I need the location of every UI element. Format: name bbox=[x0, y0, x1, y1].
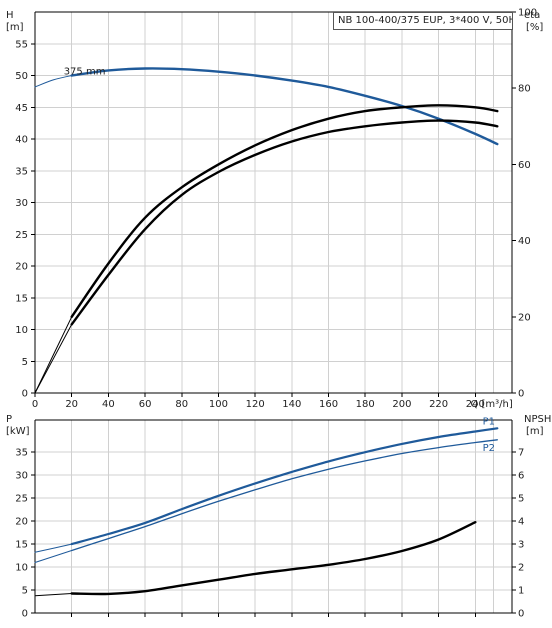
x-tick-label: 120 bbox=[246, 399, 265, 410]
y-left-tick-label: 35 bbox=[15, 166, 28, 177]
y-right-tick-label: 0 bbox=[518, 389, 524, 400]
x-axis-label: Q [m³/h] bbox=[470, 399, 512, 410]
y-left-tick-label: 0 bbox=[22, 609, 28, 620]
efficiency-curve bbox=[70, 119, 499, 326]
y-right-tick-label: 7 bbox=[518, 448, 524, 459]
y-right-tick-label: 60 bbox=[518, 160, 531, 171]
chart-title-box: NB 100-400/375 EUP, 3*400 V, 50Hz bbox=[333, 12, 513, 30]
y-left-tick-label: 50 bbox=[15, 71, 28, 82]
y-right-tick-label: 4 bbox=[518, 517, 524, 528]
annotation-p1: P1 bbox=[483, 417, 495, 428]
y-left-tick-label: 20 bbox=[15, 517, 28, 528]
y-right-axis-unit: [%] bbox=[526, 22, 543, 33]
y-left-tick-label: 30 bbox=[15, 198, 28, 209]
x-tick-label: 100 bbox=[209, 399, 228, 410]
y-left-axis-title: P bbox=[6, 414, 12, 425]
x-tick-label: 140 bbox=[282, 399, 301, 410]
series-p1 bbox=[70, 427, 499, 546]
y-right-tick-label: 6 bbox=[518, 471, 524, 482]
y-left-tick-label: 10 bbox=[15, 325, 28, 336]
y-left-tick-label: 55 bbox=[15, 39, 28, 50]
annotation-375-mm: 375 mm bbox=[64, 67, 106, 78]
y-right-axis-title: NPSH bbox=[524, 414, 551, 425]
y-right-tick-label: 2 bbox=[518, 563, 524, 574]
y-right-tick-label: 20 bbox=[518, 312, 531, 323]
x-tick-label: 0 bbox=[32, 399, 38, 410]
x-tick-label: 200 bbox=[392, 399, 411, 410]
y-left-axis-title: H bbox=[6, 10, 14, 21]
y-right-tick-label: 80 bbox=[518, 84, 531, 95]
y-left-tick-label: 5 bbox=[22, 586, 28, 597]
y-left-tick-label: 45 bbox=[15, 103, 28, 114]
x-tick-label: 40 bbox=[102, 399, 115, 410]
y-right-tick-label: 0 bbox=[518, 609, 524, 620]
series-p-ext bbox=[34, 543, 73, 553]
series-npsh-ext bbox=[34, 593, 73, 597]
y-left-tick-label: 35 bbox=[15, 448, 28, 459]
y-left-tick-label: 0 bbox=[22, 389, 28, 400]
y-left-tick-label: 25 bbox=[15, 494, 28, 505]
y-right-tick-label: 5 bbox=[518, 494, 524, 505]
x-tick-label: 160 bbox=[319, 399, 338, 410]
series-head-ext bbox=[34, 75, 73, 88]
series-npsh bbox=[70, 521, 477, 596]
series-p-ext bbox=[34, 550, 73, 563]
y-left-tick-label: 15 bbox=[15, 540, 28, 551]
efficiency-curve bbox=[70, 104, 499, 318]
chart-title: NB 100-400/375 EUP, 3*400 V, 50Hz bbox=[338, 15, 513, 26]
y-left-tick-label: 40 bbox=[15, 135, 28, 146]
x-tick-label: 220 bbox=[429, 399, 448, 410]
series-375-mm bbox=[70, 67, 499, 146]
y-left-tick-label: 20 bbox=[15, 262, 28, 273]
y-left-tick-label: 30 bbox=[15, 471, 28, 482]
y-right-axis-title: eta bbox=[524, 10, 540, 21]
y-right-tick-label: 3 bbox=[518, 540, 524, 551]
y-left-tick-label: 15 bbox=[15, 293, 28, 304]
x-tick-label: 240 bbox=[466, 399, 485, 410]
y-left-tick-label: 10 bbox=[15, 563, 28, 574]
x-tick-label: 80 bbox=[175, 399, 188, 410]
y-right-axis-unit: [m] bbox=[526, 426, 544, 437]
y-left-tick-label: 25 bbox=[15, 230, 28, 241]
series-p2 bbox=[71, 439, 498, 552]
y-right-tick-label: 100 bbox=[518, 8, 537, 19]
y-left-axis-unit: [m] bbox=[6, 22, 24, 33]
y-left-axis-unit: [kW] bbox=[6, 426, 30, 437]
x-tick-label: 60 bbox=[139, 399, 152, 410]
y-right-tick-label: 40 bbox=[518, 236, 531, 247]
y-right-tick-label: 1 bbox=[518, 586, 524, 597]
x-tick-label: 20 bbox=[65, 399, 78, 410]
annotation-p2: P2 bbox=[483, 443, 495, 454]
series-eff-ext bbox=[34, 316, 73, 394]
x-tick-label: 180 bbox=[356, 399, 375, 410]
y-left-tick-label: 5 bbox=[22, 357, 28, 368]
